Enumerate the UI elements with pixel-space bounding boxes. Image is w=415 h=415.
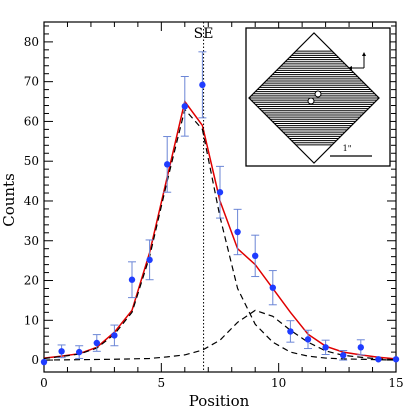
hatch-line bbox=[248, 93, 380, 95]
data-point bbox=[234, 228, 241, 236]
x-tick-label: 0 bbox=[40, 376, 48, 390]
hatch-line bbox=[248, 84, 380, 86]
data-point bbox=[357, 344, 364, 351]
x-tick-label: 10 bbox=[271, 376, 286, 390]
y-tick-label: 30 bbox=[24, 234, 39, 248]
vertical-marker: SE bbox=[194, 22, 214, 372]
data-point bbox=[128, 276, 136, 283]
hatch-line bbox=[248, 108, 380, 110]
x-tick-label: 15 bbox=[388, 376, 403, 390]
data-point bbox=[181, 103, 188, 110]
data-points bbox=[40, 51, 400, 366]
data-point bbox=[58, 348, 65, 355]
inset-source-2 bbox=[314, 90, 322, 98]
data-point bbox=[199, 81, 206, 89]
plot-frame-rect bbox=[43, 21, 397, 373]
marker-label: SE bbox=[194, 26, 214, 42]
y-tick-label: 50 bbox=[24, 154, 39, 168]
data-point bbox=[216, 189, 224, 196]
y-tick-label: 60 bbox=[24, 114, 39, 128]
hatch-line bbox=[248, 86, 380, 88]
data-point bbox=[340, 352, 347, 359]
x-tick-label: 5 bbox=[158, 376, 166, 390]
y-tick-label: 0 bbox=[31, 353, 39, 367]
y-tick-label: 40 bbox=[24, 194, 39, 208]
inset-scale-label: 1" bbox=[343, 144, 352, 153]
hatch-line bbox=[248, 106, 380, 108]
data-point bbox=[304, 336, 312, 343]
y-tick-label: 80 bbox=[24, 35, 39, 49]
data-point bbox=[40, 358, 48, 366]
hatch-line bbox=[248, 95, 380, 97]
y-tick-label: 10 bbox=[24, 313, 39, 327]
data-point bbox=[269, 284, 276, 291]
y-tick-label: 20 bbox=[24, 274, 39, 288]
data-point bbox=[322, 344, 329, 351]
inset-image: 1" bbox=[245, 27, 391, 167]
y-tick-label: 70 bbox=[24, 75, 39, 89]
y-axis-title: Counts bbox=[0, 173, 18, 227]
hatch-line bbox=[248, 114, 380, 116]
data-point bbox=[146, 256, 153, 264]
hatch-line bbox=[248, 118, 380, 120]
hatch-line bbox=[248, 112, 380, 114]
inset-square-outline bbox=[248, 32, 380, 164]
axis-ticks bbox=[43, 22, 397, 372]
data-point bbox=[76, 348, 83, 356]
hatch-line bbox=[248, 88, 380, 90]
hatch-line bbox=[248, 99, 380, 101]
hatch-line bbox=[248, 91, 380, 93]
hatch-line bbox=[248, 103, 380, 105]
hatch-line bbox=[248, 78, 380, 80]
hatch-line bbox=[248, 80, 380, 82]
tick-labels: 0 5 10 15 0 10 20 30 40 50 60 70 80 bbox=[24, 35, 404, 390]
hatch-line bbox=[248, 82, 380, 84]
compass-east-head bbox=[348, 66, 352, 70]
hatch-line bbox=[248, 101, 380, 103]
hatch-line bbox=[248, 97, 380, 99]
hatch-line bbox=[248, 110, 380, 112]
data-point bbox=[164, 161, 171, 168]
data-point bbox=[392, 356, 400, 363]
data-point bbox=[287, 328, 294, 335]
hatch-line bbox=[248, 76, 380, 78]
data-point bbox=[252, 252, 259, 260]
compass-north-head bbox=[362, 52, 366, 56]
dashed-component-curve bbox=[44, 309, 396, 361]
data-point bbox=[375, 356, 382, 363]
data-point bbox=[111, 332, 118, 339]
inset-source-1 bbox=[307, 97, 315, 105]
data-point bbox=[93, 339, 101, 347]
hatch-line bbox=[248, 116, 380, 118]
x-axis-title: Position bbox=[189, 392, 250, 410]
plot-frame bbox=[43, 21, 397, 373]
